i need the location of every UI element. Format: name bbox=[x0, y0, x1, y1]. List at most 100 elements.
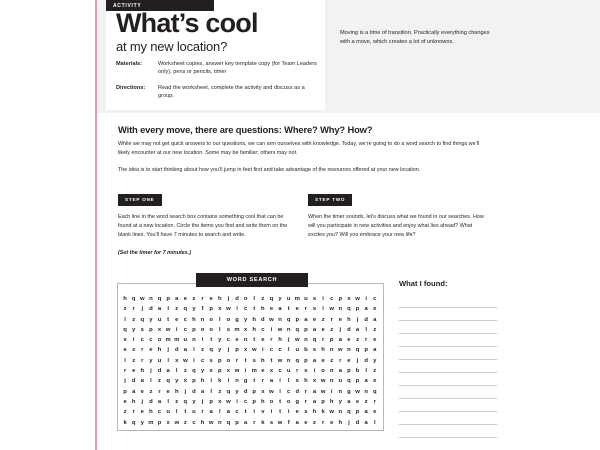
word-search-letter: t bbox=[167, 316, 170, 323]
word-search-letter: h bbox=[278, 337, 282, 344]
word-search-letter: p bbox=[192, 378, 196, 385]
word-search-letter: a bbox=[312, 388, 317, 395]
word-search-letter: d bbox=[261, 316, 265, 323]
step-one-badge: STEP ONE bbox=[118, 193, 162, 206]
word-search-letter: m bbox=[234, 326, 240, 333]
word-search-letter: z bbox=[123, 306, 127, 313]
word-search-letter: r bbox=[253, 419, 256, 426]
step-two-block: STEP TWO When the timer sounds, let’s di… bbox=[308, 188, 486, 241]
word-search-letter: c bbox=[269, 347, 274, 354]
word-search-letter: w bbox=[251, 347, 257, 354]
word-search-letter: p bbox=[209, 398, 213, 405]
word-search-letter: o bbox=[286, 398, 291, 405]
answer-line[interactable] bbox=[399, 386, 497, 399]
word-search-letter: z bbox=[364, 398, 368, 405]
word-search-letter: h bbox=[140, 368, 145, 375]
word-search-letter: i bbox=[322, 306, 324, 313]
answer-line[interactable] bbox=[399, 425, 497, 438]
answer-line[interactable] bbox=[399, 334, 497, 347]
word-search-letter: e bbox=[140, 409, 144, 416]
word-search-letter: r bbox=[330, 316, 333, 323]
word-search-letter: q bbox=[347, 409, 351, 416]
word-search-letter: w bbox=[269, 388, 274, 395]
answer-line[interactable] bbox=[399, 321, 497, 334]
word-search-letter: a bbox=[269, 378, 274, 385]
word-search-letter: z bbox=[158, 378, 161, 385]
word-search-letter: i bbox=[253, 409, 256, 416]
word-search-letter: q bbox=[312, 337, 317, 344]
word-search-letter: y bbox=[218, 347, 222, 354]
word-search-letter: h bbox=[261, 306, 265, 313]
word-search-letter: h bbox=[200, 419, 205, 426]
word-search-letter: y bbox=[243, 316, 248, 323]
answer-line[interactable] bbox=[399, 412, 497, 425]
word-search-letter: j bbox=[348, 419, 350, 426]
word-search-letter: w bbox=[277, 326, 283, 333]
word-search-letter: s bbox=[269, 419, 274, 426]
word-search-letter: n bbox=[235, 378, 239, 385]
word-search-letter: e bbox=[269, 306, 274, 313]
word-search-letter: w bbox=[234, 368, 240, 375]
word-search-letter: x bbox=[312, 378, 317, 385]
word-search-letter: p bbox=[235, 419, 239, 426]
word-search-letter: a bbox=[175, 296, 179, 302]
word-search-letter: q bbox=[131, 296, 136, 302]
word-search-letter: x bbox=[269, 368, 274, 375]
answers-lines[interactable] bbox=[399, 295, 497, 438]
answer-line[interactable] bbox=[399, 295, 497, 308]
word-search-letter: h bbox=[200, 378, 205, 385]
answer-line[interactable] bbox=[399, 360, 497, 373]
word-search-letter: e bbox=[321, 326, 325, 333]
word-search-letter: r bbox=[373, 398, 376, 405]
word-search-letter: o bbox=[243, 296, 248, 302]
word-search-letter: y bbox=[200, 368, 205, 375]
word-search-letter: i bbox=[244, 368, 247, 375]
word-search-letter: z bbox=[132, 316, 136, 323]
word-search-letter: p bbox=[338, 296, 343, 302]
word-search-letter: e bbox=[321, 357, 325, 364]
word-search-letter: s bbox=[304, 368, 308, 375]
word-search-letter: e bbox=[330, 419, 334, 426]
word-search-letter: n bbox=[329, 368, 334, 375]
word-search-letter: q bbox=[183, 398, 188, 405]
word-search-letter: c bbox=[226, 337, 231, 344]
word-search-letter: l bbox=[253, 296, 256, 302]
word-search-letter: z bbox=[183, 419, 187, 426]
word-search-letter: c bbox=[287, 388, 291, 395]
word-search-letter: q bbox=[372, 388, 377, 395]
word-search-letter: e bbox=[123, 398, 127, 405]
word-search-letter: x bbox=[166, 419, 170, 426]
word-search-letter: z bbox=[149, 388, 153, 395]
word-search-letter: q bbox=[347, 306, 351, 313]
word-search-letter: p bbox=[252, 398, 257, 405]
step-one-note: (Set the timer for 7 minutes.) bbox=[118, 249, 192, 256]
hero-aside-text: Moving is a time of transition. Practica… bbox=[340, 30, 490, 46]
word-search-letter: y bbox=[149, 316, 153, 323]
word-search-letter: n bbox=[329, 347, 334, 354]
answer-line[interactable] bbox=[399, 347, 497, 360]
answer-line[interactable] bbox=[399, 308, 497, 321]
word-search-letter: w bbox=[208, 419, 214, 426]
answer-line[interactable] bbox=[399, 373, 497, 386]
word-search-letter: l bbox=[167, 357, 169, 364]
word-search-letter: e bbox=[347, 357, 351, 364]
word-search-letter: m bbox=[148, 419, 154, 426]
word-search-letter: u bbox=[295, 347, 300, 354]
word-search-letter: q bbox=[157, 296, 162, 302]
word-search-letter: w bbox=[329, 306, 335, 313]
word-search-letter: d bbox=[347, 326, 351, 333]
word-search-letter: e bbox=[183, 296, 187, 302]
word-search-letter: e bbox=[175, 316, 179, 323]
word-search-letter: o bbox=[209, 316, 213, 323]
word-search-letter: z bbox=[330, 357, 334, 364]
word-search-letter: q bbox=[192, 368, 196, 375]
word-search-letter: o bbox=[200, 326, 205, 333]
word-search-letter: r bbox=[141, 347, 144, 354]
word-search-letter: i bbox=[270, 326, 273, 333]
word-search-letter: o bbox=[269, 398, 274, 405]
answer-line[interactable] bbox=[399, 399, 497, 412]
